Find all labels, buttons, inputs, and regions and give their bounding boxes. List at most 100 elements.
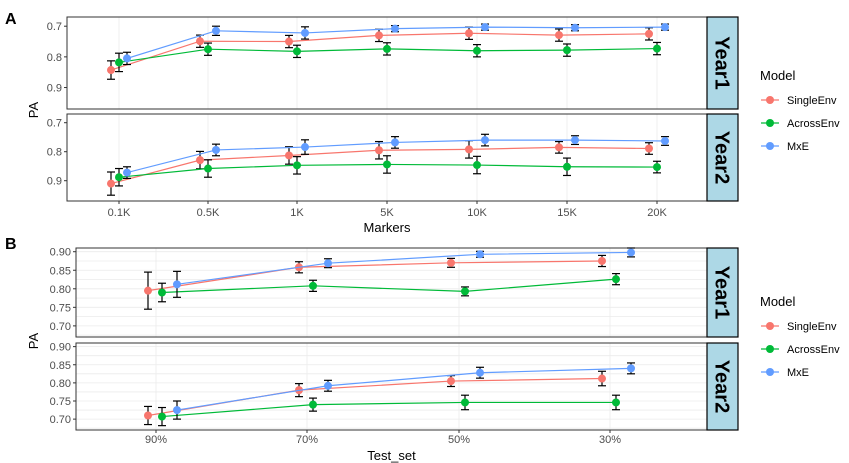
data-point-acrossenv [563, 162, 571, 171]
data-point-mxe [571, 136, 579, 145]
x-tick-label: 5K [380, 207, 394, 219]
panel-letter: B [5, 236, 17, 253]
data-point-singleenv [465, 29, 473, 38]
x-tick-label: 15K [557, 207, 577, 219]
series-line-mxe [176, 367, 632, 411]
data-point-singleenv [645, 144, 653, 153]
data-point-singleenv [285, 37, 293, 46]
data-point-singleenv [107, 66, 115, 75]
data-point-acrossenv [383, 160, 391, 169]
data-point-singleenv [447, 258, 455, 267]
data-point-singleenv [375, 146, 383, 155]
x-tick-label: 90% [145, 434, 167, 446]
data-point-singleenv [555, 143, 563, 152]
data-point-mxe [173, 406, 181, 415]
data-point-acrossenv [653, 163, 661, 172]
y-tick-label: 0.80 [50, 284, 71, 296]
y-tick-label: 0.80 [50, 378, 71, 390]
data-point-acrossenv [293, 161, 301, 170]
data-point-singleenv [447, 377, 455, 386]
y-tick-label: 0.75 [50, 302, 71, 314]
data-point-acrossenv [461, 398, 469, 407]
x-tick-label: 0.5K [197, 207, 220, 219]
data-point-mxe [627, 364, 635, 373]
data-point-acrossenv [115, 58, 123, 67]
data-point-mxe [212, 26, 220, 35]
facet-strip [706, 247, 739, 338]
x-axis-title: Markers [364, 220, 411, 235]
y-tick-label: 0.90 [50, 247, 71, 259]
data-point-acrossenv [612, 398, 620, 407]
facet-strip-label: Year2 [711, 360, 733, 413]
x-tick-label: 20K [647, 207, 667, 219]
data-point-singleenv [375, 31, 383, 40]
data-point-mxe [476, 250, 484, 259]
facet-strip-label: Year1 [711, 36, 733, 89]
y-tick-label: 0.75 [50, 396, 71, 408]
facet-strip [706, 113, 739, 202]
legend-label: SingleEnv [787, 321, 837, 333]
data-point-mxe [123, 54, 131, 63]
data-point-singleenv [598, 256, 606, 265]
data-point-acrossenv [204, 45, 212, 54]
data-point-mxe [301, 28, 309, 37]
data-point-mxe [324, 381, 332, 390]
x-tick-label: 50% [448, 434, 470, 446]
legend-label: MxE [787, 367, 809, 379]
data-point-singleenv [107, 179, 115, 188]
legend-label: AcrossEnv [787, 344, 840, 356]
data-point-acrossenv [115, 173, 123, 182]
series-line-acrossenv [161, 278, 617, 294]
data-point-acrossenv [158, 412, 166, 421]
y-tick-label: 0.9 [47, 176, 62, 188]
data-point-singleenv [144, 286, 152, 295]
data-point-mxe [661, 136, 669, 145]
data-point-singleenv [555, 31, 563, 40]
legend-key-point [766, 368, 774, 376]
data-point-mxe [481, 23, 489, 32]
facet-strip-label: Year2 [711, 131, 733, 184]
y-tick-label: 0.8 [47, 147, 62, 159]
data-point-acrossenv [473, 46, 481, 55]
x-axis-title: Test_set [367, 448, 416, 463]
facet-strip-label: Year1 [711, 266, 733, 319]
x-tick-label: 1K [290, 207, 304, 219]
data-point-acrossenv [461, 287, 469, 296]
x-tick-label: 0.1K [108, 207, 131, 219]
data-point-mxe [123, 168, 131, 177]
y-axis-title: PA [26, 101, 41, 118]
facet-strip [706, 342, 739, 431]
x-tick-label: 70% [296, 434, 318, 446]
legend-title: Model [760, 294, 796, 309]
data-point-singleenv [196, 156, 204, 165]
data-point-acrossenv [309, 281, 317, 290]
data-point-mxe [661, 23, 669, 32]
legend-key-point [766, 119, 774, 127]
y-tick-label: 0.70 [50, 321, 71, 333]
series-line-acrossenv [161, 401, 616, 418]
x-tick-label: 10K [467, 207, 487, 219]
data-point-mxe [391, 138, 399, 147]
data-point-singleenv [285, 151, 293, 160]
data-point-acrossenv [473, 161, 481, 170]
data-point-mxe [481, 136, 489, 145]
data-point-mxe [571, 23, 579, 32]
facet-strip [706, 16, 739, 110]
legend-label: MxE [787, 141, 809, 153]
legend-title: Model [760, 68, 796, 83]
data-point-acrossenv [309, 400, 317, 409]
y-tick-label: 0.85 [50, 265, 71, 277]
series-line-mxe [176, 251, 632, 285]
x-tick-label: 30% [599, 434, 621, 446]
legend-key-point [766, 345, 774, 353]
legend-key-point [766, 142, 774, 150]
panel-letter: A [5, 11, 17, 28]
data-point-acrossenv [653, 44, 661, 53]
legend-label: SingleEnv [787, 95, 837, 107]
y-tick-label: 0.90 [50, 342, 71, 354]
data-point-acrossenv [204, 164, 212, 173]
data-point-acrossenv [612, 275, 620, 284]
y-tick-label: 0.85 [50, 360, 71, 372]
y-tick-label: 0.7 [47, 118, 62, 130]
